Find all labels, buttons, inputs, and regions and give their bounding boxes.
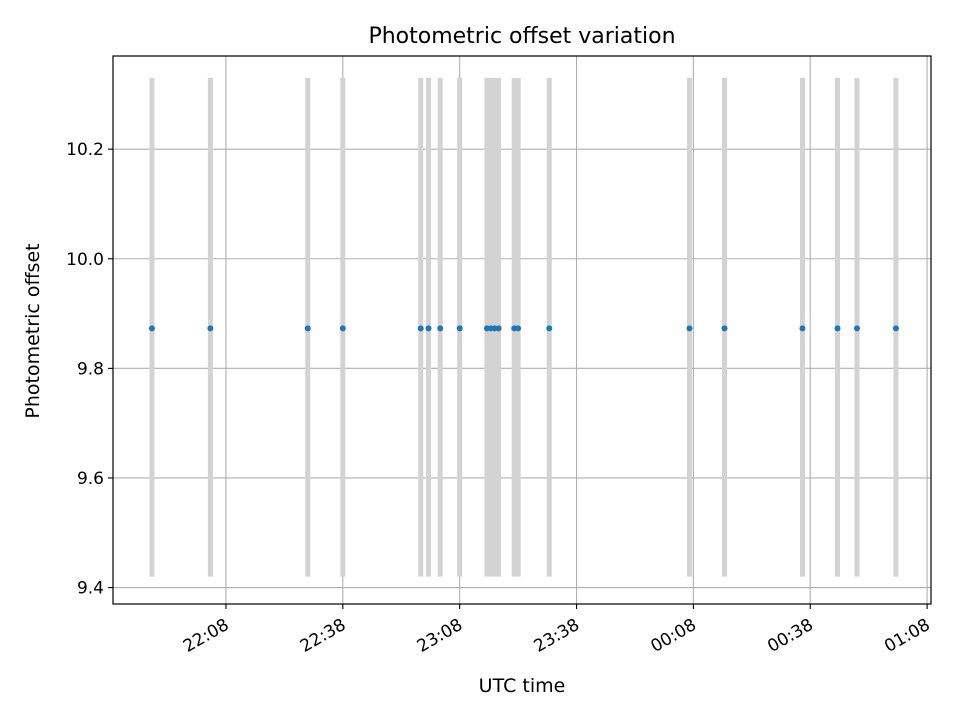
data-point xyxy=(686,325,693,332)
data-point xyxy=(721,325,728,332)
data-point xyxy=(148,325,155,332)
data-point xyxy=(495,325,502,332)
y-tick-label: 10.2 xyxy=(66,140,104,160)
data-point xyxy=(207,325,214,332)
data-point xyxy=(546,325,553,332)
data-points xyxy=(148,325,899,332)
y-tick-label: 9.4 xyxy=(77,579,104,599)
data-point xyxy=(892,325,899,332)
data-point xyxy=(339,325,346,332)
data-point xyxy=(853,325,860,332)
data-point xyxy=(515,325,522,332)
data-point xyxy=(834,325,841,332)
data-point xyxy=(417,325,424,332)
data-point xyxy=(425,325,432,332)
chart-title: Photometric offset variation xyxy=(368,24,675,49)
y-axis-label: Photometric offset xyxy=(22,243,44,418)
y-tick-label: 9.6 xyxy=(77,469,104,489)
data-point xyxy=(799,325,806,332)
y-tick-label: 10.0 xyxy=(66,250,104,270)
data-point xyxy=(437,325,444,332)
plot-frame xyxy=(112,55,932,605)
x-axis-label: UTC time xyxy=(479,675,566,697)
data-point xyxy=(304,325,311,332)
y-tick-label: 9.8 xyxy=(77,359,104,379)
data-point xyxy=(456,325,463,332)
